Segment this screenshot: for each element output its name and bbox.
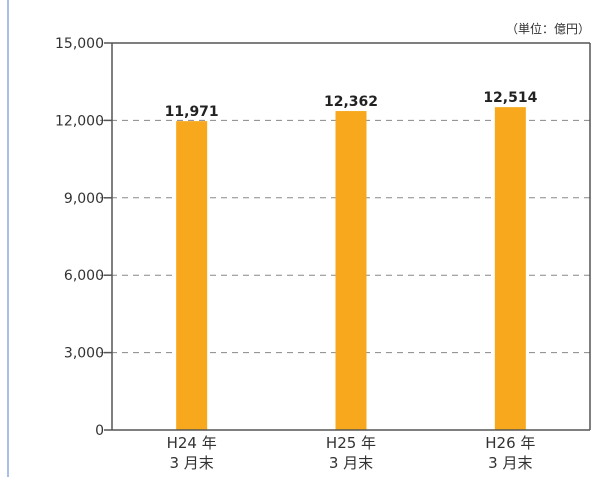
x-tick-label-line2: 3 月末 <box>329 454 373 472</box>
data-labels: 11,971 12,362 12,514 <box>165 90 538 120</box>
bar <box>335 111 367 431</box>
y-tick-label: 3,000 <box>64 346 104 362</box>
y-tick-label: 12,000 <box>55 113 104 129</box>
x-tick-label-line2: 3 月末 <box>170 454 214 472</box>
left-accent-rule <box>7 0 9 477</box>
y-tick-label: 0 <box>95 423 104 439</box>
x-tick-label-line1: H24 年 <box>167 434 217 452</box>
y-tick-labels: 0 3,000 6,000 9,000 12,000 15,000 <box>55 36 104 439</box>
bar <box>176 121 208 431</box>
data-label: 11,971 <box>165 104 219 120</box>
x-tick-label-line1: H25 年 <box>326 434 376 452</box>
data-label: 12,362 <box>324 94 378 110</box>
unit-note: （単位：億円） <box>506 21 590 36</box>
y-tick-label: 9,000 <box>64 191 104 207</box>
bar <box>494 107 526 431</box>
axes <box>104 42 591 431</box>
x-tick-label-line1: H26 年 <box>485 434 535 452</box>
x-tick-label-line2: 3 月末 <box>488 454 532 472</box>
x-tick-labels: H24 年 3 月末 H25 年 3 月末 H26 年 3 月末 <box>167 434 536 472</box>
bars <box>176 107 526 431</box>
data-label: 12,514 <box>483 90 537 106</box>
y-tick-label: 6,000 <box>64 268 104 284</box>
y-tick-label: 15,000 <box>55 36 104 52</box>
